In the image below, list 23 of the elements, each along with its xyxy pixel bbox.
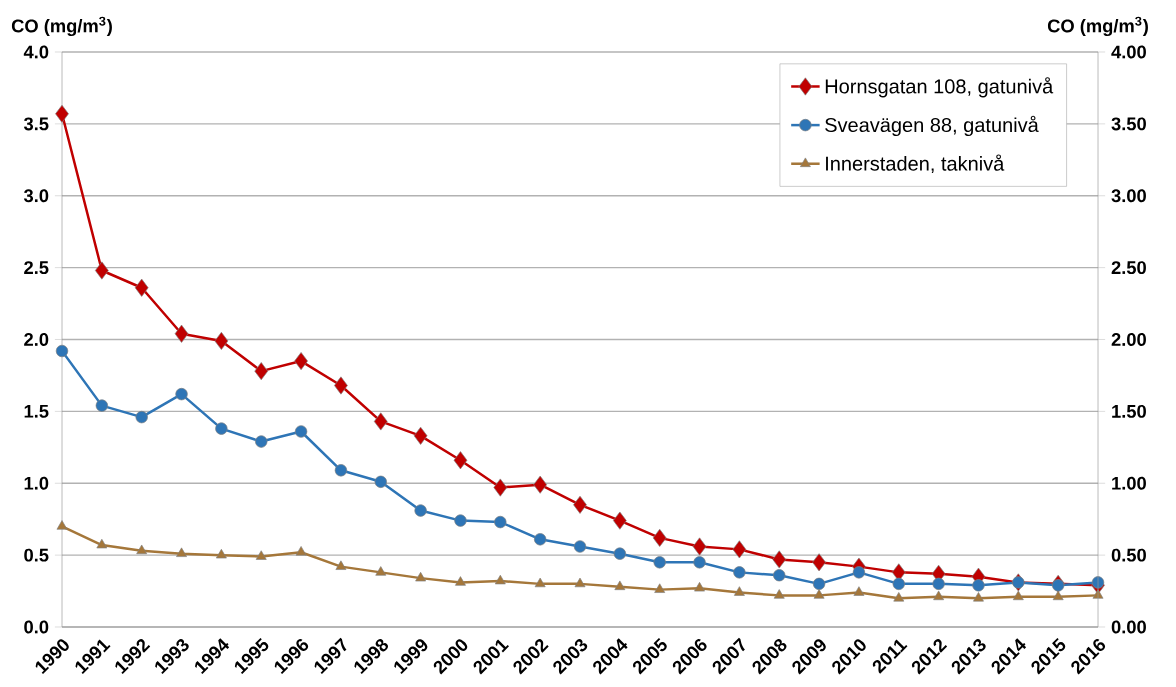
y-tick-label: 2.0: [24, 333, 49, 346]
y-tick-label: 1.0: [24, 476, 49, 490]
y2-axis-title: CO (mg/m$^{3}$): [1047, 16, 1148, 37]
y2-tick-label: 0.50: [1111, 548, 1146, 562]
y-tick-label: 1.5: [24, 404, 49, 418]
y2-tick-label: 3.50: [1111, 117, 1146, 131]
y-tick-label: 0.5: [24, 548, 49, 562]
y2-tick-label: 1.50: [1112, 404, 1146, 418]
legend-label: Innerstaden, taknivå: [826, 154, 1005, 174]
y-axis-title: CO (mg/m$^{3}$): [11, 16, 112, 37]
y-tick-label: 4.0: [23, 45, 49, 59]
y-tick-label: 0.0: [24, 620, 49, 634]
y2-tick-label: 3.00: [1111, 189, 1146, 203]
y2-tick-label: 2.00: [1111, 333, 1146, 346]
y2-tick-label: 2.50: [1111, 261, 1146, 275]
y2-tick-label: 1.00: [1112, 476, 1146, 490]
legend-label: Hornsgatan 108, gatunivå: [825, 77, 1054, 98]
y-tick-label: 2.5: [24, 261, 49, 275]
y-tick-label: 3.5: [23, 117, 49, 131]
legend-label: Sveavägen 88, gatunivå: [825, 115, 1039, 137]
y2-tick-label: 0.00: [1111, 620, 1146, 634]
y-tick-label: 3.0: [23, 189, 49, 203]
y2-tick-label: 4.00: [1111, 45, 1146, 59]
